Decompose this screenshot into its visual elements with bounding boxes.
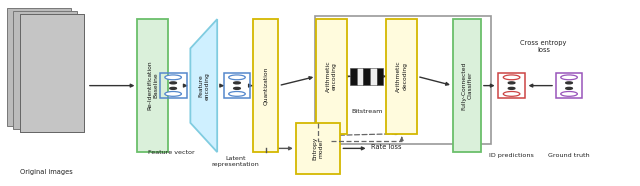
Text: ID predictions: ID predictions [489, 153, 534, 158]
FancyBboxPatch shape [20, 14, 84, 132]
Circle shape [566, 87, 572, 89]
Circle shape [561, 92, 577, 96]
FancyBboxPatch shape [138, 19, 168, 152]
Bar [376, 68, 383, 85]
FancyBboxPatch shape [296, 123, 340, 174]
FancyBboxPatch shape [316, 19, 347, 134]
Text: Ground truth: Ground truth [548, 153, 590, 158]
Text: Fully-Connected
Classifier: Fully-Connected Classifier [461, 61, 472, 110]
Circle shape [170, 87, 177, 89]
Text: Original images: Original images [20, 169, 73, 175]
Circle shape [228, 92, 245, 96]
Circle shape [165, 92, 181, 96]
FancyBboxPatch shape [253, 19, 278, 152]
Text: Latent
representation: Latent representation [212, 156, 260, 167]
Text: Cross entropy
loss: Cross entropy loss [520, 40, 566, 53]
Circle shape [234, 82, 240, 84]
Circle shape [165, 75, 181, 80]
Circle shape [228, 75, 245, 80]
Text: Re-Identification
Baseline: Re-Identification Baseline [147, 61, 158, 110]
Circle shape [566, 82, 572, 84]
Text: Feature vector: Feature vector [148, 150, 195, 155]
Bar [370, 68, 376, 85]
Bar [364, 68, 370, 85]
Bar [356, 68, 364, 85]
Text: Rate loss: Rate loss [371, 145, 401, 150]
FancyBboxPatch shape [7, 8, 71, 126]
Circle shape [561, 75, 577, 80]
Text: Bitstream: Bitstream [351, 109, 382, 114]
Circle shape [508, 82, 515, 84]
Text: Entropy
model: Entropy model [313, 137, 323, 160]
FancyBboxPatch shape [453, 19, 481, 152]
Circle shape [170, 82, 177, 84]
Text: Arithmetic
decoding: Arithmetic decoding [396, 61, 407, 92]
FancyBboxPatch shape [387, 19, 417, 134]
Circle shape [234, 87, 240, 89]
Text: Feature
encoding: Feature encoding [198, 72, 209, 100]
Text: Quantization: Quantization [263, 66, 268, 105]
FancyBboxPatch shape [20, 14, 84, 132]
Polygon shape [190, 19, 217, 152]
FancyBboxPatch shape [13, 11, 77, 129]
Bar [350, 68, 356, 85]
Circle shape [503, 92, 520, 96]
Circle shape [503, 75, 520, 80]
Circle shape [508, 87, 515, 89]
Text: Arithmetic
encoding: Arithmetic encoding [326, 61, 337, 92]
